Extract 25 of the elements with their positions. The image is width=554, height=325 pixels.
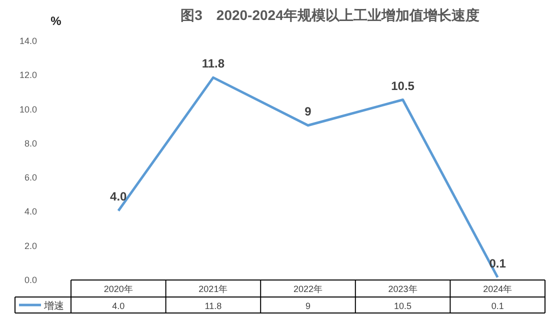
- y-tick-label: 14.0: [19, 36, 37, 46]
- text: 4.0: [110, 190, 127, 204]
- data-label: 11.8: [204, 301, 222, 311]
- y-tick-label: 8.0: [24, 138, 37, 148]
- y-tick-label: 0.0: [24, 275, 37, 285]
- data-label: 0.1: [491, 301, 504, 311]
- x-tick-label: 2023年: [388, 284, 418, 294]
- legend-label: 增速: [43, 300, 64, 312]
- x-tick-label: 2024年: [483, 284, 512, 294]
- chart-title: 图3 2020-2024年规模以上工业增加值增长速度: [180, 7, 480, 23]
- y-tick-label: 10.0: [19, 104, 37, 114]
- text: 10.5: [391, 78, 414, 93]
- text: 9: [304, 104, 312, 118]
- data-label: 4.0: [112, 301, 125, 311]
- data-label: 9: [305, 301, 311, 311]
- y-tick-label: 2.0: [24, 240, 37, 251]
- x-tick-label: 2021年: [198, 284, 228, 294]
- y-tick-label: 12.0: [19, 70, 37, 80]
- x-tick-label: 2020年: [104, 284, 133, 294]
- y-tick-label: 6.0: [24, 172, 37, 183]
- x-tick-label: 2022年: [293, 284, 323, 294]
- data-label: 10.5: [394, 301, 412, 311]
- text: 11.8: [202, 56, 225, 71]
- y-tick-label: 4.0: [24, 206, 37, 217]
- y-axis-title: %: [50, 14, 62, 28]
